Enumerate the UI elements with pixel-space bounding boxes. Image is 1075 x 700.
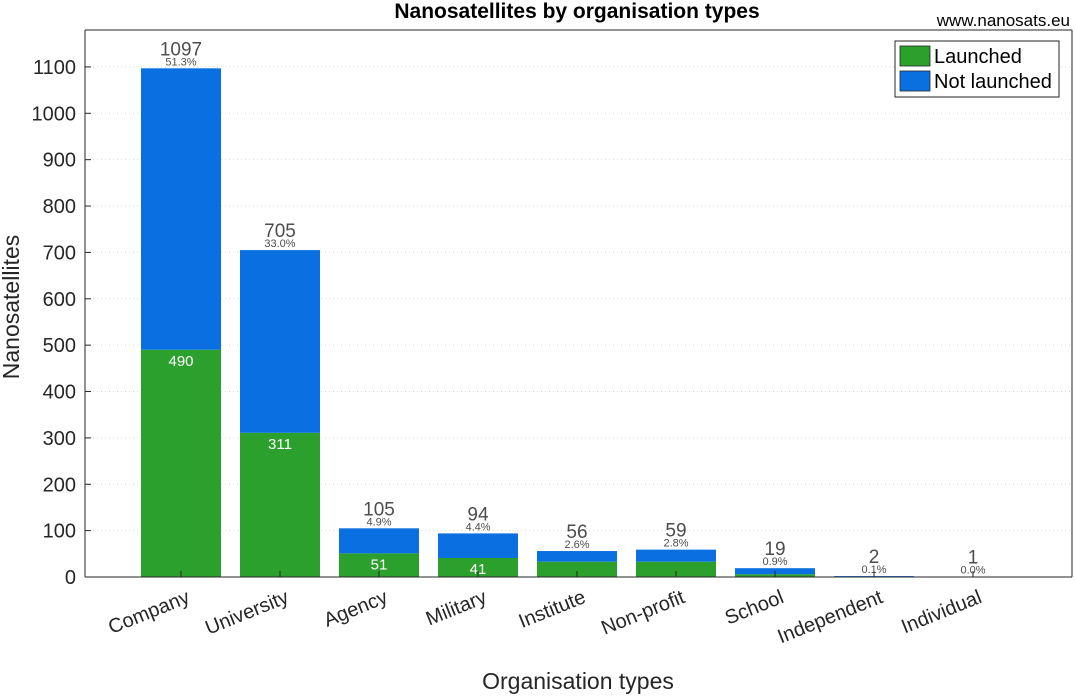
y-axis-label: Nanosatellites — [0, 235, 24, 379]
legend-label-launched: Launched — [934, 46, 1022, 68]
bar-not-launched-military — [438, 533, 518, 558]
bar-not-launched-agency — [339, 528, 419, 553]
legend-swatch-launched — [900, 46, 930, 66]
percent-label: 33.0% — [264, 238, 295, 250]
launched-value-label: 51 — [371, 556, 388, 573]
legend-label-not-launched: Not launched — [934, 71, 1052, 93]
grid-lines — [85, 67, 1072, 531]
y-tick-label: 1100 — [33, 57, 76, 79]
x-axis-label: Organisation types — [482, 668, 674, 694]
percent-label: 51.3% — [165, 56, 196, 68]
y-tick-label: 300 — [43, 428, 76, 450]
y-tick-label: 0 — [65, 567, 76, 589]
x-tick-label: Individual — [898, 586, 985, 638]
y-tick-label: 800 — [43, 196, 76, 218]
percent-label: 2.8% — [663, 538, 688, 550]
bar-not-launched-company — [141, 68, 221, 349]
y-tick-label: 1000 — [32, 103, 77, 125]
x-tick-label: University — [202, 586, 292, 639]
x-tick-label: Independent — [774, 586, 886, 648]
x-tick-label: Agency — [321, 586, 391, 631]
y-tick-label: 400 — [43, 382, 76, 404]
x-tick-label: Non-profit — [598, 586, 688, 639]
launched-value-label: 311 — [268, 436, 292, 453]
source-label: www.nanosats.eu — [936, 11, 1070, 30]
percent-label: 2.6% — [564, 539, 589, 551]
bar-not-launched-institute — [537, 551, 617, 562]
y-tick-label: 600 — [43, 289, 76, 311]
legend-swatch-not-launched — [900, 71, 930, 91]
bars — [141, 68, 1013, 577]
x-tick-label: Institute — [516, 586, 589, 633]
x-tick-label: Company — [105, 586, 193, 638]
y-tick-label: 700 — [43, 242, 76, 264]
y-tick-label: 900 — [43, 150, 76, 172]
launched-value-label: 490 — [168, 353, 193, 370]
legend: Launched Not launched — [895, 41, 1059, 97]
y-tick-label: 200 — [43, 474, 76, 496]
bar-launched-university — [240, 433, 320, 577]
percent-label: 4.4% — [465, 521, 490, 533]
x-tick-label: Military — [423, 586, 490, 630]
chart-title: Nanosatellites by organisation types — [394, 0, 759, 23]
percent-label: 4.9% — [366, 516, 391, 528]
bar-not-launched-non-profit — [636, 550, 716, 562]
y-tick-label: 100 — [43, 521, 76, 543]
percent-label: 0.9% — [762, 556, 787, 568]
y-tick-label: 500 — [43, 335, 76, 357]
bar-not-launched-university — [240, 250, 320, 433]
x-tick-label: School — [722, 586, 787, 629]
bar-launched-company — [141, 350, 221, 577]
